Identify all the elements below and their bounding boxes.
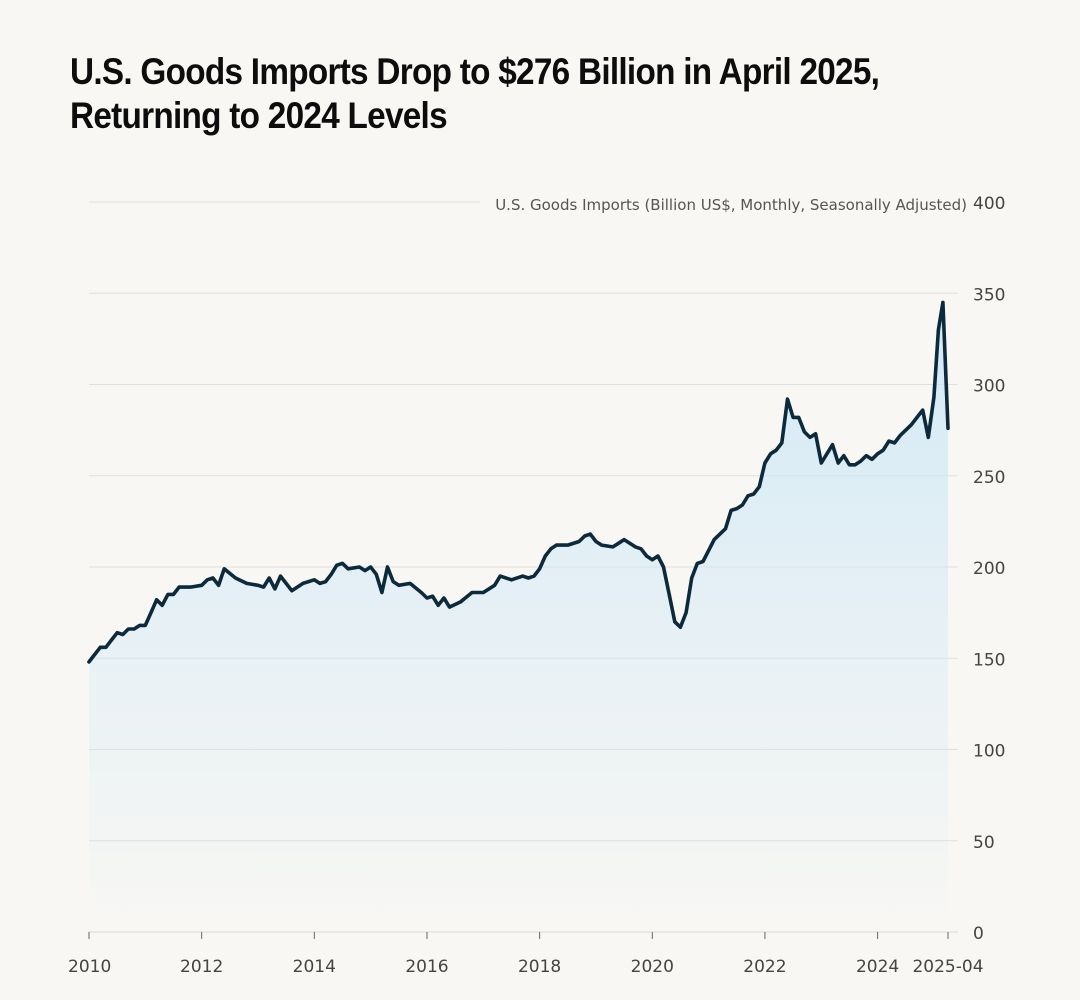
chart-title-line-2: Returning to 2024 Levels	[70, 95, 448, 137]
y-axis-ticks: 0 50 100 150 200 250 300 350 400	[973, 194, 1005, 944]
area-fill-layer	[89, 302, 948, 932]
y-tick-label: 250	[973, 468, 1005, 488]
x-tick-label: 2010	[68, 957, 111, 977]
chart-title: U.S. Goods Imports Drop to $276 Billion …	[70, 50, 934, 139]
x-tick-label: 2025-04	[912, 957, 983, 977]
y-axis-label: U.S. Goods Imports (Billion US$, Monthly…	[495, 196, 967, 214]
y-tick-label: 350	[973, 285, 1005, 305]
x-axis-ticks: 2010 2012 2014 2016 2018 2020 2022 2024 2025-04	[68, 932, 984, 977]
y-tick-label: 200	[973, 559, 1005, 579]
x-tick-label: 2024	[856, 957, 899, 977]
x-tick-label: 2016	[405, 957, 448, 977]
y-tick-label: 100	[973, 742, 1005, 762]
x-tick-label: 2020	[631, 957, 674, 977]
x-tick-label: 2014	[293, 957, 336, 977]
series-line-layer	[87, 300, 950, 664]
y-tick-label: 0	[973, 924, 984, 944]
x-tick-label: 2022	[743, 957, 786, 977]
x-tick-label: 2018	[518, 957, 561, 977]
y-tick-label: 50	[973, 833, 995, 853]
series-area-fill	[89, 302, 948, 932]
chart-title-line-1: U.S. Goods Imports Drop to $276 Billion …	[70, 51, 880, 92]
y-tick-label: 300	[973, 377, 1005, 397]
y-tick-label: 400	[973, 194, 1005, 214]
series-line	[87, 300, 950, 664]
y-tick-label: 150	[973, 650, 1005, 670]
x-tick-label: 2012	[180, 957, 223, 977]
